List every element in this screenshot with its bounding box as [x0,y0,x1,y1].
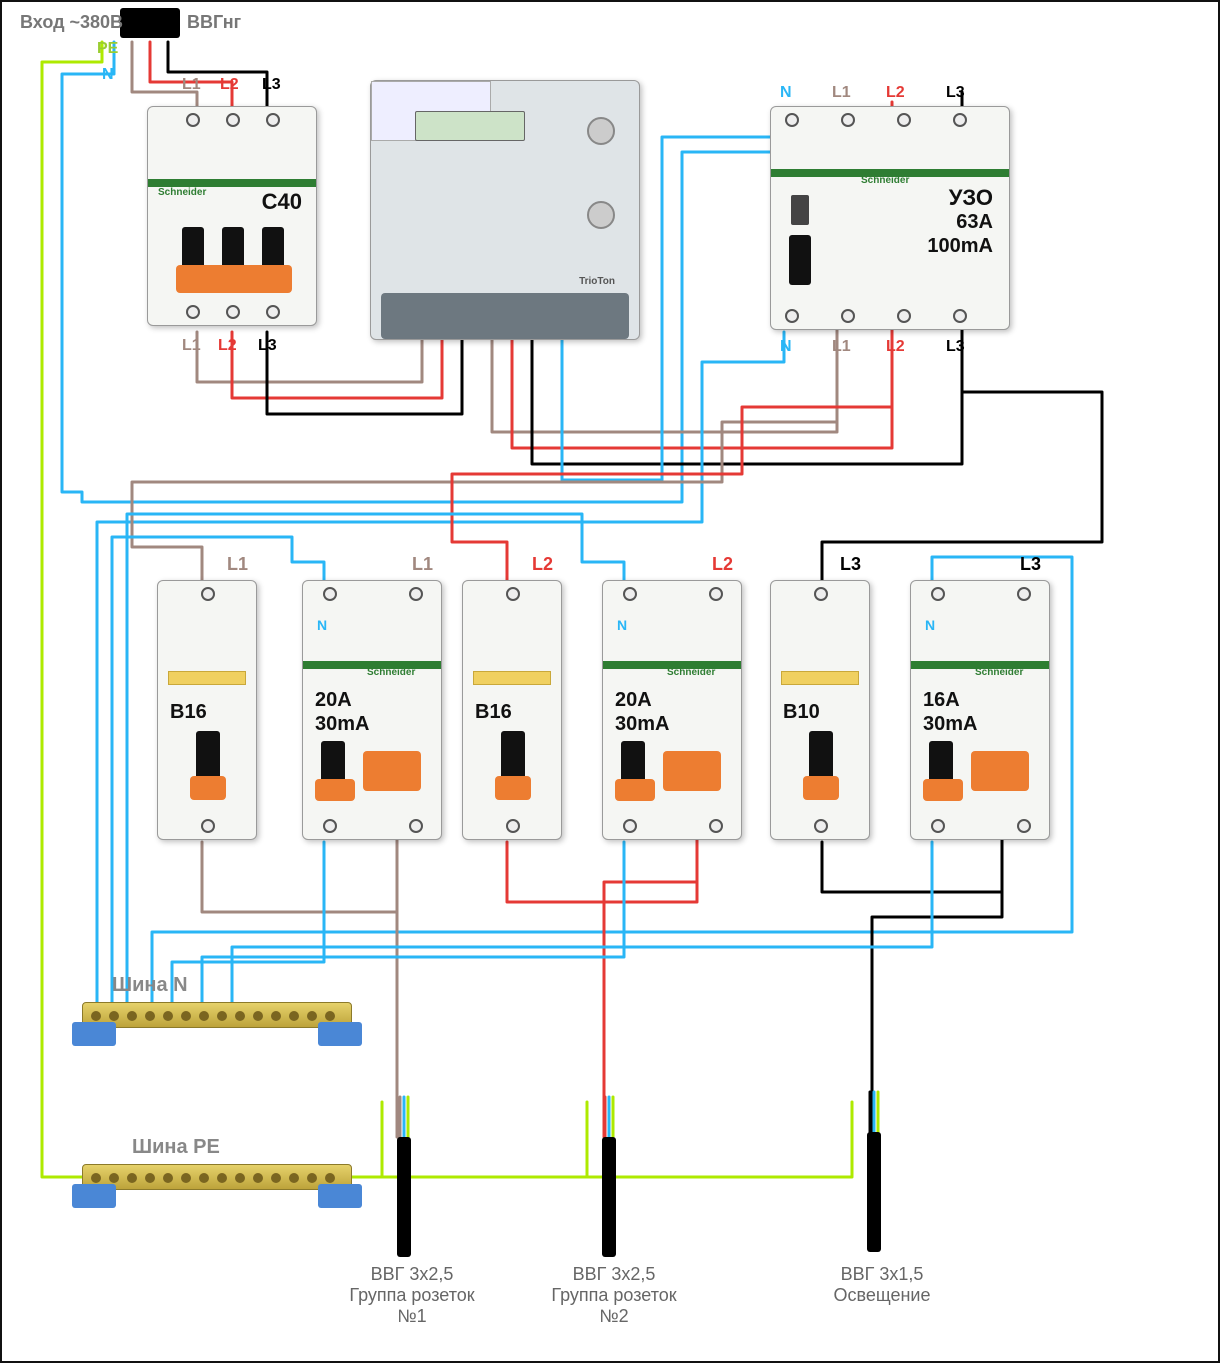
output-label-1: ВВГ 3x2,5Группа розеток№1 [332,1264,492,1327]
brand-main: Schneider [158,187,206,198]
label-n-in: N [102,66,114,84]
rcd-bot-n: N [780,338,792,356]
phase-label-2: L1 [412,554,433,575]
label-cable-type: ВВГнг [187,12,241,33]
bus-n-label: Шина N [112,974,188,997]
rcd-main: Schneider УЗО 63A 100mA [770,106,1010,330]
meter-knob-1[interactable] [587,117,615,145]
label-pe: PE [97,40,118,58]
rcd-l2: 63A [956,211,993,234]
bus-pe [82,1164,352,1190]
rcd-lever-6[interactable] [923,779,963,801]
main-breaker-label: C40 [262,189,302,215]
rcd-lever-4[interactable] [615,779,655,801]
rcd-top-l1: L1 [832,84,851,102]
label-l1-in: L1 [182,76,201,94]
rcd-lever[interactable] [789,235,811,285]
rcd-4: Schneider20A30mAN [602,580,742,840]
breaker-3: B16 [462,580,562,840]
rcd-top-l2: L2 [886,84,905,102]
label-l2-in: L2 [220,76,239,94]
rcd-top-n: N [780,84,792,102]
meter-brand: TrioTon [579,276,615,287]
rcd-2: Schneider20A30mAN [302,580,442,840]
label-input: Вход ~380В [20,12,123,33]
output-label-2: ВВГ 3x2,5Группа розеток№2 [534,1264,694,1327]
phase-label-6: L3 [1020,554,1041,575]
rcd-brand: Schneider [861,175,909,186]
breaker-lever-5[interactable] [803,776,839,800]
phase-label-5: L3 [840,554,861,575]
mb-bot-l2: L2 [218,337,237,355]
output-cable-2 [602,1137,616,1257]
phase-label-4: L2 [712,554,733,575]
breaker-1: B16 [157,580,257,840]
meter-knob-2[interactable] [587,201,615,229]
rcd-bot-l3: L3 [946,338,965,356]
rcd-l3: 100mA [927,235,993,258]
main-breaker-lever[interactable] [176,265,292,293]
rcd-bot-l2: L2 [886,338,905,356]
breaker-5: B10 [770,580,870,840]
input-cable [120,8,180,38]
mb-bot-l3: L3 [258,337,277,355]
main-breaker: Schneider C40 [147,106,317,326]
phase-label-1: L1 [227,554,248,575]
phase-label-3: L2 [532,554,553,575]
rcd-bot-l1: L1 [832,338,851,356]
label-l3-in: L3 [262,76,281,94]
rcd-lever-2[interactable] [315,779,355,801]
rcd-l1: УЗО [949,185,993,211]
rcd-top-l3: L3 [946,84,965,102]
output-cable-3 [867,1132,881,1252]
mb-bot-l1: L1 [182,337,201,355]
bus-pe-label: Шина PE [132,1136,220,1159]
output-label-3: ВВГ 3x1,5Освещение [802,1264,962,1306]
meter-display [415,111,525,141]
breaker-lever-1[interactable] [190,776,226,800]
meter: TrioTon [370,80,640,340]
bus-n [82,1002,352,1028]
output-cable-1 [397,1137,411,1257]
breaker-lever-3[interactable] [495,776,531,800]
rcd-6: Schneider16A30mAN [910,580,1050,840]
